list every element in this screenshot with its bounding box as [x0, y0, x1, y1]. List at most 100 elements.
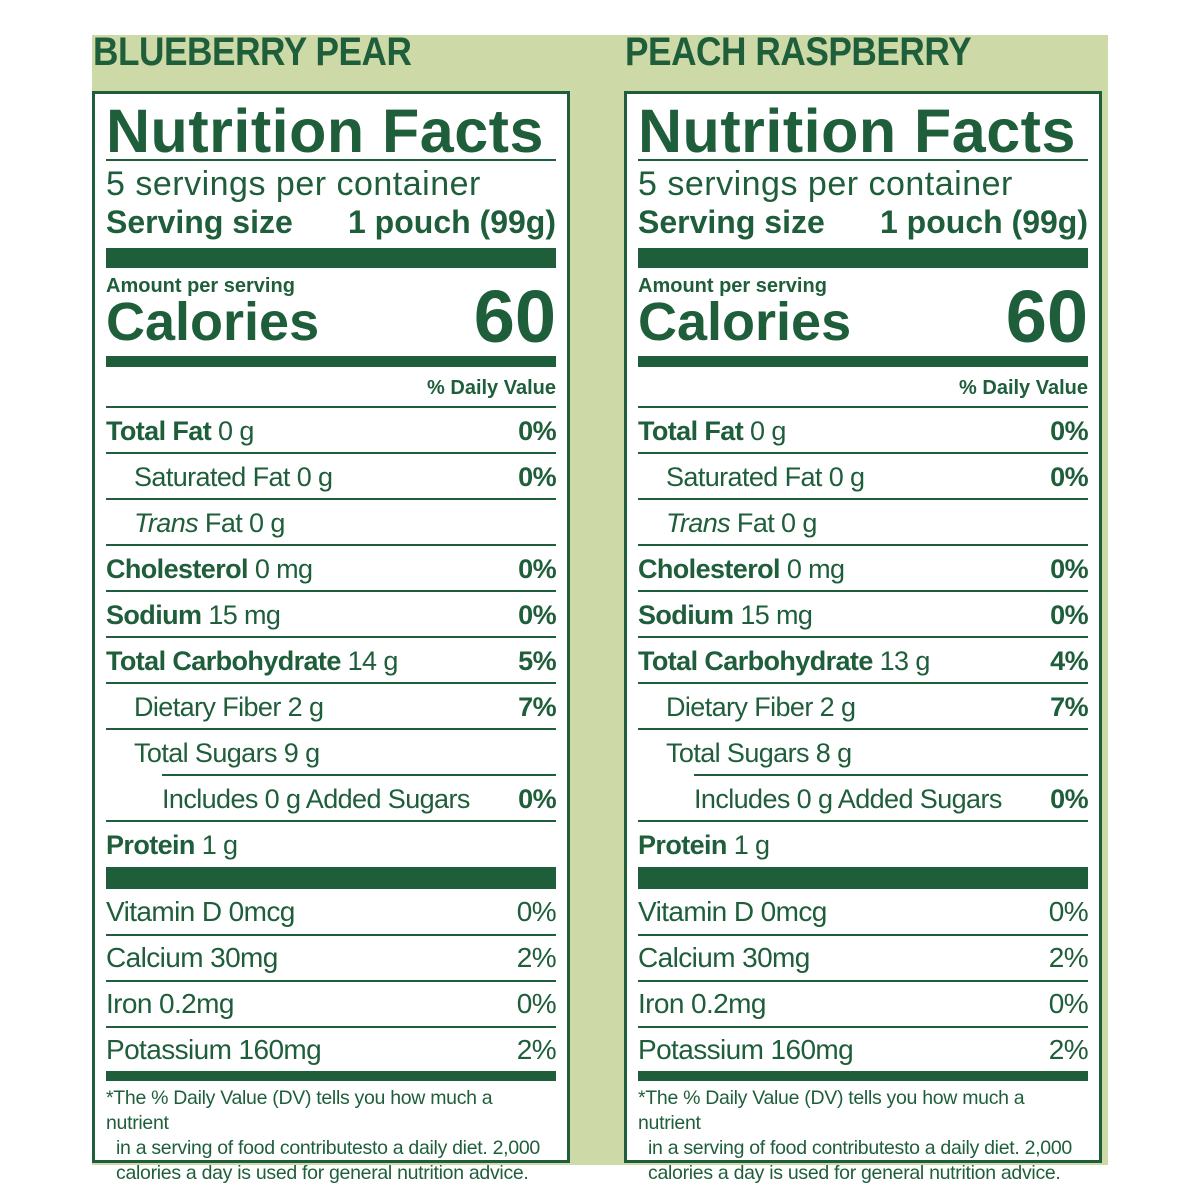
serving-size-value: 1 pouch (99g)	[347, 204, 556, 240]
nutrient-amount: 1 g	[201, 829, 238, 860]
nutrient-row: Saturated Fat 0 g 0%	[106, 454, 557, 500]
nutrient-name: Dietary Fiber	[666, 691, 813, 722]
daily-value-percent: 0%	[516, 896, 557, 927]
divider	[638, 1026, 1088, 1028]
serving-size-label: Serving size	[106, 204, 293, 240]
divider	[106, 544, 556, 546]
nutrient-label: Total Fat 0 g	[638, 416, 786, 447]
vitamin-row: Vitamin D 0mcg 0%	[638, 889, 1089, 935]
footnote: *The % Daily Value (DV) tells you how mu…	[638, 1086, 1088, 1186]
daily-value-percent: 5%	[518, 645, 556, 676]
vitamin-label: Potassium 160mg	[638, 1034, 854, 1065]
divider	[106, 452, 556, 454]
divider	[106, 636, 556, 638]
nutrient-row: Trans Fat 0 g	[638, 500, 1088, 546]
vitamin-row: Vitamin D 0mcg 0%	[106, 889, 557, 935]
nutrient-amount: 13 g	[879, 645, 931, 676]
nutrient-label: Dietary Fiber 2 g	[638, 691, 856, 723]
nutrient-label: Sodium 15 mg	[106, 600, 281, 631]
nutrient-row: Includes 0 g Added Sugars 0%	[106, 776, 557, 822]
nutrition-facts-panel: Nutrition Facts 5 servings per container S…	[624, 91, 1102, 1184]
daily-value-percent: 7%	[1050, 691, 1088, 722]
nutrient-row: Protein 1 g	[106, 822, 556, 868]
divider	[638, 406, 1088, 408]
nutrient-row: Total Carbohydrate 14 g 5%	[106, 638, 557, 684]
footnote-line-2: in a serving of food contributesto a dai…	[648, 1137, 1072, 1184]
divider	[694, 774, 1088, 776]
nutrient-name: Total Carbohydrate	[106, 645, 341, 676]
daily-value-percent: 2%	[516, 1034, 557, 1065]
nutrient-label: Dietary Fiber 2 g	[106, 691, 324, 723]
medium-divider	[106, 356, 556, 367]
nutrient-row: Protein 1 g	[638, 822, 1088, 868]
thick-divider	[106, 867, 556, 889]
vitamin-label: Vitamin D 0mcg	[638, 896, 827, 927]
vitamin-label: Vitamin D 0mcg	[106, 896, 295, 927]
nutrient-label: Trans Fat 0 g	[638, 508, 817, 539]
flavor-title: BLUEBERRY PEAR	[93, 30, 412, 74]
divider	[162, 774, 556, 776]
thick-divider	[638, 867, 1088, 889]
divider	[638, 934, 1088, 936]
amount-per-serving: Amount per serving	[638, 275, 827, 297]
daily-value-percent: 0%	[1050, 783, 1088, 814]
nutrient-name-rest: Fat	[736, 507, 775, 538]
nutrient-name: Protein	[638, 829, 727, 860]
daily-value-percent: 0%	[518, 599, 556, 630]
vitamin-label: Calcium 30mg	[638, 942, 810, 973]
nutrient-name: Includes 0 g Added Sugars	[694, 783, 1002, 814]
daily-value-percent: 0%	[1048, 896, 1089, 927]
thick-divider	[638, 248, 1088, 268]
nutrient-row: Total Sugars 9 g	[106, 730, 556, 776]
nutrient-label: Total Carbohydrate 14 g	[106, 646, 398, 677]
vitamin-row: Potassium 160mg 2%	[106, 1027, 557, 1073]
nutrient-label: Total Sugars 9 g	[106, 738, 320, 769]
nutrient-row: Total Fat 0 g 0%	[638, 408, 1089, 454]
divider	[638, 636, 1088, 638]
nutrient-name-rest: Fat	[204, 507, 243, 538]
nutrient-amount: 0 g	[296, 461, 333, 492]
divider	[638, 980, 1088, 982]
nutrition-facts-title: Nutrition Facts	[638, 97, 1076, 165]
nutrient-name: Cholesterol	[106, 553, 249, 584]
daily-value-percent: 7%	[518, 691, 556, 722]
vitamin-label: Potassium 160mg	[106, 1034, 322, 1065]
divider	[638, 498, 1088, 500]
panel-content: Nutrition Facts 5 servings per container S…	[106, 94, 557, 1184]
divider	[638, 452, 1088, 454]
nutrient-row: Total Fat 0 g 0%	[106, 408, 557, 454]
divider	[638, 590, 1088, 592]
nutrition-facts-title: Nutrition Facts	[106, 97, 544, 165]
nutrient-label: Sodium 15 mg	[638, 599, 813, 631]
serving-size: Serving size 1 pouch (99g)	[106, 202, 556, 242]
serving-size-value: 1 pouch (99g)	[879, 204, 1088, 240]
daily-value-percent: 0%	[1050, 461, 1088, 492]
nutrient-label: Includes 0 g Added Sugars	[106, 784, 470, 815]
nutrient-name: Total Carbohydrate	[638, 645, 873, 676]
daily-value-percent: 0%	[516, 988, 557, 1019]
footnote-line-1: *The % Daily Value (DV) tells you how mu…	[638, 1087, 1025, 1134]
nutrient-amount: 0 g	[828, 461, 865, 492]
nutrient-name: Sodium	[638, 599, 734, 630]
panel-content: Nutrition Facts 5 servings per container S…	[638, 94, 1089, 1184]
nutrient-amount: 0 mg	[254, 553, 313, 584]
nutrient-label: Trans Fat 0 g	[106, 508, 285, 539]
daily-value-percent: 2%	[516, 942, 557, 973]
nutrient-amount: 15 mg	[740, 599, 813, 630]
nutrient-amount: 8 g	[815, 737, 852, 768]
daily-value-percent: 0%	[518, 553, 556, 584]
daily-value-percent: 0%	[1050, 599, 1088, 630]
nutrient-amount: 2 g	[287, 691, 324, 722]
nutrient-name: Total Sugars	[134, 737, 277, 768]
calories-value: 60	[1005, 275, 1088, 358]
divider	[638, 544, 1088, 546]
medium-divider	[638, 1071, 1088, 1081]
nutrient-amount: 14 g	[347, 645, 399, 676]
nutrient-name: Total Sugars	[666, 737, 809, 768]
daily-value-percent: 0%	[1048, 988, 1089, 1019]
divider	[638, 682, 1088, 684]
calories-label: Calories	[106, 292, 320, 352]
medium-divider	[106, 1071, 556, 1081]
nutrient-row: Trans Fat 0 g	[106, 500, 556, 546]
nutrient-amount: 1 g	[733, 829, 770, 860]
